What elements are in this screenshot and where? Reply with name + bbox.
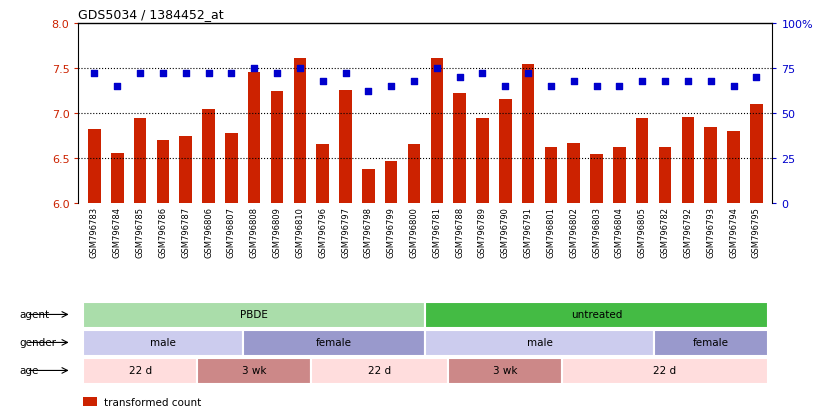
Point [179,71,192,78]
Bar [408,145,420,204]
Point [521,71,534,78]
Text: agent: agent [20,310,50,320]
Point [316,78,330,85]
Bar [681,118,694,204]
Text: age: age [20,366,39,375]
Point [636,78,649,85]
Bar [271,92,283,204]
Bar [385,161,397,204]
Point [750,74,763,81]
Point [407,78,420,85]
Text: 22 d: 22 d [653,366,676,375]
Point [499,83,512,90]
Text: untreated: untreated [571,310,622,320]
Point [727,83,740,90]
Point [385,83,398,90]
Bar [83,330,243,356]
Bar [248,72,260,204]
Point [202,71,215,78]
Point [681,78,695,85]
Bar [179,137,192,204]
Bar [453,94,466,204]
Bar [339,91,352,204]
Point [544,83,558,90]
Bar [362,169,375,204]
Bar [88,130,101,204]
Text: transformed count: transformed count [104,396,202,406]
Point [613,83,626,90]
Bar [293,59,306,204]
Point [567,78,581,85]
Bar [636,119,648,204]
Text: 3 wk: 3 wk [493,366,518,375]
Bar [197,358,311,384]
Bar [83,358,197,384]
Point [362,89,375,95]
Text: male: male [526,337,553,348]
Text: GDS5034 / 1384452_at: GDS5034 / 1384452_at [78,8,224,21]
Point [430,66,444,72]
Point [248,66,261,72]
Point [225,71,238,78]
Bar [243,330,425,356]
Bar [83,303,425,328]
Point [590,83,603,90]
Point [156,71,169,78]
Point [270,71,283,78]
Bar [202,110,215,204]
Bar [225,133,238,204]
Text: male: male [150,337,176,348]
Bar [134,119,146,204]
Bar [750,105,762,204]
Text: 3 wk: 3 wk [242,366,267,375]
Point [658,78,672,85]
Text: PBDE: PBDE [240,310,268,320]
Point [704,78,717,85]
Bar [659,148,672,204]
Point [476,71,489,78]
Text: 22 d: 22 d [129,366,152,375]
Bar [499,100,511,204]
Bar [563,358,767,384]
Bar [425,330,653,356]
Point [111,83,124,90]
Bar [430,59,443,204]
Point [88,71,101,78]
Point [293,66,306,72]
Text: gender: gender [20,337,56,348]
Bar [727,132,740,204]
Bar [476,119,489,204]
Bar [567,143,580,204]
Bar [613,148,625,204]
Bar [449,358,563,384]
Text: female: female [693,337,729,348]
Point [339,71,352,78]
Point [453,74,466,81]
Text: 22 d: 22 d [368,366,392,375]
Bar [311,358,449,384]
Bar [157,141,169,204]
Bar [544,148,558,204]
Bar [316,145,329,204]
Point [134,71,147,78]
Bar [425,303,767,328]
Bar [653,330,767,356]
Bar [522,64,534,204]
Bar [705,128,717,204]
Bar [591,154,603,204]
Text: female: female [316,337,352,348]
Bar [111,153,124,204]
